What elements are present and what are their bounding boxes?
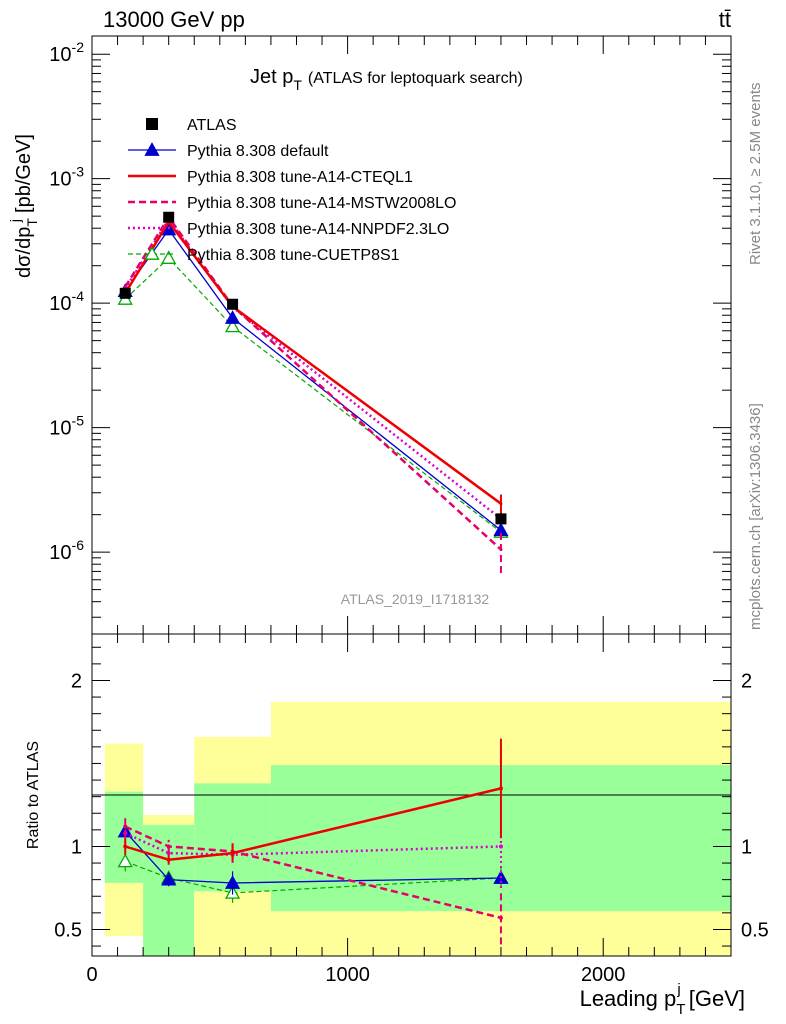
series-line-5 [124, 257, 502, 533]
chart-title: Jet pT (ATLAS for leptoquark search) [250, 66, 523, 93]
atlas-data-point [119, 287, 131, 299]
x-tick-label: 1000 [325, 964, 370, 986]
legend-label: Pythia 8.308 default [187, 143, 329, 160]
main-series [117, 211, 509, 573]
legend-entry: Pythia 8.308 tune-A14-CTEQL1 [128, 169, 413, 186]
ratio-y-tick-label-right: 1 [741, 836, 752, 858]
x-tick-label: 0 [86, 964, 97, 986]
ratio-series [117, 738, 509, 945]
x-axis: 0 1000 2000 [86, 634, 732, 986]
main-y-tick-label: 10-3 [49, 164, 84, 191]
legend-atlas-marker [146, 118, 158, 130]
header-beam-label: 13000 GeV pp [103, 7, 245, 32]
main-y-label-sub: T [24, 218, 40, 227]
ratio-y-label: Ratio to ATLAS [25, 741, 42, 849]
ratio-marker [498, 786, 503, 791]
main-y-label: dσ/dpTj [pb/GeV] [7, 134, 40, 278]
ratio-line-1 [124, 831, 501, 884]
x-label-sup: j [676, 981, 680, 998]
main-plot-area [91, 36, 732, 634]
x-label-sub: T [676, 1001, 685, 1018]
ratio-marker [498, 844, 503, 849]
ratio-marker [230, 851, 235, 856]
legend-label: Pythia 8.308 tune-CUETP8S1 [187, 247, 400, 264]
main-panel: 10-610-510-410-310-2 Jet pT (ATLAS for le… [7, 35, 732, 635]
series-marker-5 [161, 250, 177, 264]
x-label-units: [GeV] [689, 986, 745, 1011]
header-process-label: tt̄ [719, 7, 731, 32]
legend-entry: ATLAS [146, 117, 237, 134]
main-y-tick-label: 10-5 [49, 413, 84, 440]
legend-label: ATLAS [187, 117, 237, 134]
chart-title-sub: T [293, 77, 302, 93]
legend-entry: Pythia 8.308 default [128, 142, 329, 160]
legend: ATLAS Pythia 8.308 default Pythia 8.308 tu… [128, 117, 456, 264]
ratio-marker [166, 857, 171, 862]
main-y-label-units: [pb/GeV] [13, 134, 35, 213]
atlas-data-point [495, 513, 507, 525]
legend-marker [144, 246, 160, 260]
series-line-4 [124, 217, 502, 520]
legend-label: Pythia 8.308 tune-A14-MSTW2008LO [187, 195, 456, 212]
rivet-label: Rivet 3.1.10, ≥ 2.5M events [747, 83, 764, 266]
main-y-axis: 10-6 10-5 10-4 10-3 10-2 [49, 39, 731, 618]
ratio-panel-frame [91, 633, 732, 957]
legend-marker [144, 142, 160, 156]
x-label-text: Leading p [580, 986, 677, 1011]
legend-label: Pythia 8.308 tune-A14-NNPDF2.3LO [187, 221, 449, 238]
atlas-data-point [227, 298, 239, 310]
ratio-y-tick-label: 1 [71, 836, 82, 858]
main-y-label-text: dσ/dp [13, 227, 35, 278]
ratio-marker [123, 824, 128, 829]
ratio-marker [166, 844, 171, 849]
atlas-data-point [163, 211, 175, 223]
series-line-1 [124, 228, 502, 531]
legend-entry: Pythia 8.308 tune-A14-NNPDF2.3LO [128, 221, 449, 238]
ratio-y-axis: 0.5 0.5 1 1 2 2 [54, 646, 769, 947]
series-marker-1 [224, 310, 241, 324]
ratio-marker [117, 853, 133, 868]
main-y-tick-label: 10-2 [49, 39, 84, 66]
chart-title-rest: (ATLAS for leptoquark search) [308, 70, 523, 87]
legend-label: Pythia 8.308 tune-A14-CTEQL1 [187, 169, 413, 186]
ratio-y-tick-label: 0.5 [54, 919, 82, 941]
analysis-label: ATLAS_2019_I1718132 [341, 591, 490, 607]
chart-title-main: Jet p [250, 66, 293, 88]
ratio-bands [104, 702, 731, 956]
ratio-line-4 [124, 832, 501, 857]
ratio-y-tick-label: 2 [71, 670, 82, 692]
main-y-label-sup: j [7, 219, 23, 223]
mcplots-label: mcplots.cern.ch [arXiv:1306.3436] [747, 403, 764, 630]
series-line-2 [124, 219, 502, 505]
ratio-y-tick-label-right: 0.5 [741, 919, 769, 941]
main-y-tick-label: 10-4 [49, 288, 84, 315]
ratio-marker [498, 915, 503, 920]
main-y-tick-label: 10-6 [49, 537, 84, 564]
series-line-3 [124, 215, 502, 551]
ratio-marker [161, 871, 177, 886]
x-tick-label: 2000 [581, 964, 626, 986]
ratio-y-tick-label-right: 2 [741, 670, 752, 692]
ratio-line-2 [124, 787, 502, 862]
ratio-panel: 0.5 0.5 1 1 2 2 0 1000 2000 Ratio to ATLAS Lead… [25, 633, 769, 1018]
legend-entry: Pythia 8.308 tune-A14-MSTW2008LO [128, 195, 456, 212]
ratio-line-3 [124, 825, 502, 920]
ratio-marker [224, 875, 241, 889]
legend-entry: Pythia 8.308 tune-CUETP8S1 [128, 246, 400, 264]
series-marker-3 [123, 285, 127, 289]
ratio-marker [123, 844, 128, 849]
x-axis-label: Leading pTj [GeV] [580, 981, 745, 1018]
series-marker-5 [224, 318, 241, 333]
